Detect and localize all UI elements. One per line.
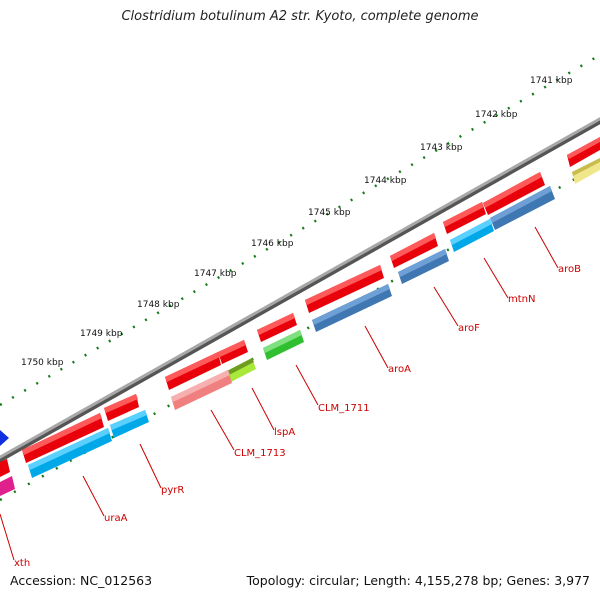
gene-feature-fwd-4[interactable] (390, 233, 438, 268)
gene-feature-rev-steel-2[interactable] (398, 249, 449, 284)
leader-line-aroF (433, 286, 459, 327)
map-title: Clostridium botulinum A2 str. Kyoto, com… (121, 9, 479, 24)
gene-feature-rev-blue-1[interactable] (450, 219, 494, 252)
gene-feature-rev-steel-3[interactable] (312, 284, 392, 332)
backbone-shadow (0, 117, 600, 463)
gene-feature-rev-magenta[interactable] (0, 476, 15, 496)
gene-label-arof[interactable]: aroF (458, 323, 480, 334)
leader-line-lspA (251, 387, 275, 431)
leader-line-pyrR (139, 443, 162, 489)
gene-label-clm-1713[interactable]: CLM_1713 (234, 448, 286, 459)
gene-feature-fwd-11[interactable] (0, 459, 10, 477)
gene-feature-fwd-2[interactable] (483, 172, 545, 215)
backbone-highlight (0, 117, 600, 459)
leader-line-aroA (364, 325, 389, 369)
leader-line-uraA (82, 475, 105, 517)
kbp-label-group: 1741 kbp 1742 kbp 1743 kbp 1744 kbp 1745 kbp… (21, 76, 573, 368)
gene-feature-fwd-10[interactable] (22, 413, 104, 463)
gene-feature-fwd-1[interactable] (567, 137, 600, 167)
kbp-label: 1750 kbp (21, 358, 64, 368)
gene-feature-rev-steel-1[interactable] (490, 186, 555, 230)
gene-label-arob[interactable]: aroB (558, 264, 581, 275)
gene-feature-rev-green[interactable] (263, 330, 304, 360)
gene-feature-fwd-3[interactable] (443, 202, 486, 234)
gene-label-pyrr[interactable]: pyrR (161, 485, 184, 496)
kbp-label: 1749 kbp (80, 329, 123, 339)
gene-feature-fwd-5[interactable] (305, 265, 384, 313)
gene-feature-fwd-7[interactable] (218, 340, 248, 364)
gene-label-lspa[interactable]: lspA (274, 427, 295, 438)
kbp-label: 1748 kbp (137, 300, 180, 310)
gene-feature-fwd-6[interactable] (257, 313, 297, 342)
blue-arrow-marker[interactable] (0, 430, 9, 446)
kbp-label: 1745 kbp (308, 208, 351, 218)
gene-label-group: aroB mtnN aroF aroA CLM_1711 lspA CLM_1713 pyrR… (14, 264, 581, 569)
gene-feature-fwd-9[interactable] (104, 394, 139, 421)
leader-line-xth (0, 513, 15, 561)
gene-label-aroa[interactable]: aroA (388, 364, 411, 375)
gene-feature-rev-blue-3[interactable] (28, 428, 112, 478)
gene-feature-rev-lime[interactable] (225, 358, 256, 383)
kbp-label: 1741 kbp (530, 76, 573, 86)
gene-feature-rev-yellow[interactable] (572, 158, 600, 184)
leader-line-mtnN (483, 257, 509, 299)
kbp-label: 1743 kbp (420, 143, 463, 153)
kbp-ruler: 1741 kbp 1742 kbp 1743 kbp 1744 kbp 1745 kbp… (0, 53, 600, 407)
kbp-label: 1742 kbp (475, 110, 518, 120)
leader-line-CLM_1713 (210, 409, 235, 451)
gene-label-uraa[interactable]: uraA (104, 513, 128, 524)
kbp-label: 1746 kbp (251, 239, 294, 249)
genome-stats-label: Topology: circular; Length: 4,155,278 bp… (246, 573, 590, 588)
gene-feature-rev-blue-2[interactable] (110, 410, 149, 438)
accession-label: Accession: NC_012563 (10, 573, 153, 588)
kbp-label: 1747 kbp (194, 269, 237, 279)
kbp-ruler-dots (0, 53, 600, 407)
gene-label-xth[interactable]: xth (14, 558, 30, 569)
forward-strand-features (0, 137, 600, 477)
gene-leader-lines (0, 226, 559, 561)
gene-label-clm-1711[interactable]: CLM_1711 (318, 403, 370, 414)
gene-label-mtnn[interactable]: mtnN (508, 294, 535, 305)
genome-backbone (0, 117, 600, 463)
reverse-strand-features (0, 158, 600, 496)
leader-line-aroB (534, 226, 559, 269)
gene-feature-fwd-8[interactable] (165, 352, 221, 390)
gene-feature-rev-pink[interactable] (171, 370, 232, 410)
kbp-label: 1744 kbp (364, 176, 407, 186)
leader-line-CLM_1711 (295, 364, 319, 406)
